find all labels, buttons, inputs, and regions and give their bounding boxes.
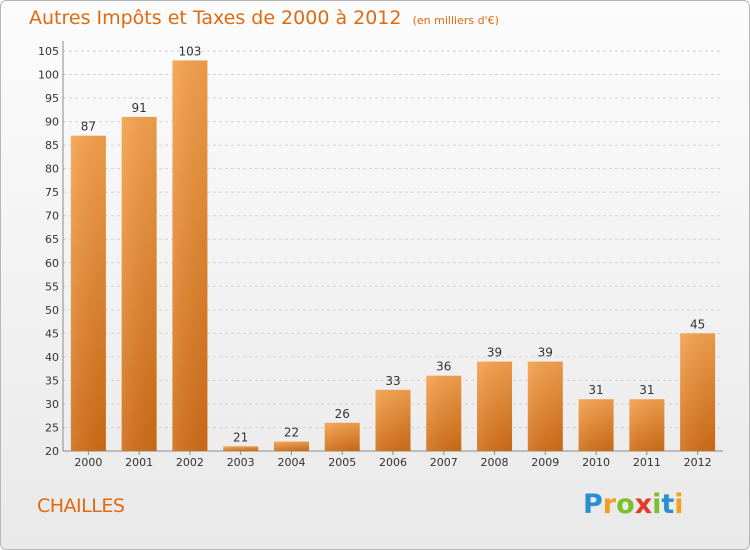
y-tick-label: 50 [45, 304, 59, 317]
bar-shade [121, 116, 157, 451]
bar-shade [629, 399, 665, 451]
data-label: 87 [81, 120, 96, 134]
proxiti-logo: Proxiti [583, 489, 684, 520]
x-tick-label: 2006 [379, 456, 407, 469]
bar-shade [70, 135, 106, 452]
data-label: 33 [385, 374, 400, 388]
data-label: 31 [639, 383, 654, 397]
x-tick-label: 2001 [125, 456, 153, 469]
logo-letter: o [616, 489, 635, 520]
data-label: 36 [436, 360, 451, 374]
x-tick-label: 2012 [684, 456, 712, 469]
x-tick-label: 2005 [328, 456, 356, 469]
bar-shade [223, 446, 259, 451]
y-tick-label: 65 [45, 233, 59, 246]
axes: 20 25 30 35 40 45 50 55 60 65 70 75 80 85 90 95 100 105 20… [38, 41, 723, 469]
logo-letter: i [652, 489, 662, 520]
y-tick-label: 20 [45, 445, 59, 458]
data-label: 103 [178, 44, 201, 58]
x-tick-label: 2008 [481, 456, 509, 469]
chart-title-block: Autres Impôts et Taxes de 2000 à 2012 (e… [29, 7, 499, 29]
y-tick-label: 85 [45, 139, 59, 152]
y-tick-label: 25 [45, 421, 59, 434]
x-tick-label: 2011 [633, 456, 661, 469]
logo-letter: i [674, 489, 684, 520]
x-tick-label: 2007 [430, 456, 458, 469]
x-tick-label: 2003 [227, 456, 255, 469]
y-tick-label: 90 [45, 116, 59, 129]
y-tick-label: 30 [45, 398, 59, 411]
chart-title: Autres Impôts et Taxes de 2000 à 2012 [29, 7, 402, 29]
logo-letter: r [602, 489, 617, 520]
y-tick-label: 70 [45, 210, 59, 223]
y-tick-label: 40 [45, 351, 59, 364]
bar-shade [426, 375, 462, 451]
data-label: 21 [233, 430, 248, 444]
y-tick-label: 105 [38, 45, 59, 58]
place-name: CHAILLES [37, 495, 125, 517]
data-label: 39 [538, 346, 553, 360]
x-tick-label: 2002 [176, 456, 204, 469]
bar-shade [680, 333, 716, 451]
x-tick-label: 2004 [277, 456, 305, 469]
data-label: 91 [132, 101, 147, 115]
y-tick-label: 80 [45, 163, 59, 176]
data-label: 39 [487, 346, 502, 360]
bar-shade [273, 441, 309, 451]
data-label: 22 [284, 426, 299, 440]
y-tick-label: 95 [45, 92, 59, 105]
bar-shade [375, 389, 411, 451]
bar-shade [324, 422, 360, 451]
x-tick-label: 2009 [531, 456, 559, 469]
y-tick-label: 55 [45, 280, 59, 293]
logo-letter: x [634, 489, 653, 520]
logo-letter: t [661, 489, 675, 520]
data-label: 31 [588, 383, 603, 397]
y-tick-label: 60 [45, 257, 59, 270]
logo-letter: P [583, 489, 603, 520]
bars [70, 60, 716, 452]
y-tick-label: 35 [45, 374, 59, 387]
x-tick-label: 2000 [74, 456, 102, 469]
bar-shade [172, 60, 208, 451]
y-tick-label: 75 [45, 186, 59, 199]
x-tick-label: 2010 [582, 456, 610, 469]
data-label: 45 [690, 317, 705, 331]
bar-shade [477, 361, 513, 451]
y-tick-label: 45 [45, 327, 59, 340]
chart-unit-note: (en milliers d'€) [412, 14, 499, 27]
y-tick-label: 100 [38, 69, 59, 82]
bar-shade [527, 361, 563, 451]
data-label: 26 [335, 407, 350, 421]
bar-shade [578, 399, 614, 451]
data-labels: 87 91 103 21 22 26 33 36 39 39 31 31 45 [81, 44, 706, 444]
